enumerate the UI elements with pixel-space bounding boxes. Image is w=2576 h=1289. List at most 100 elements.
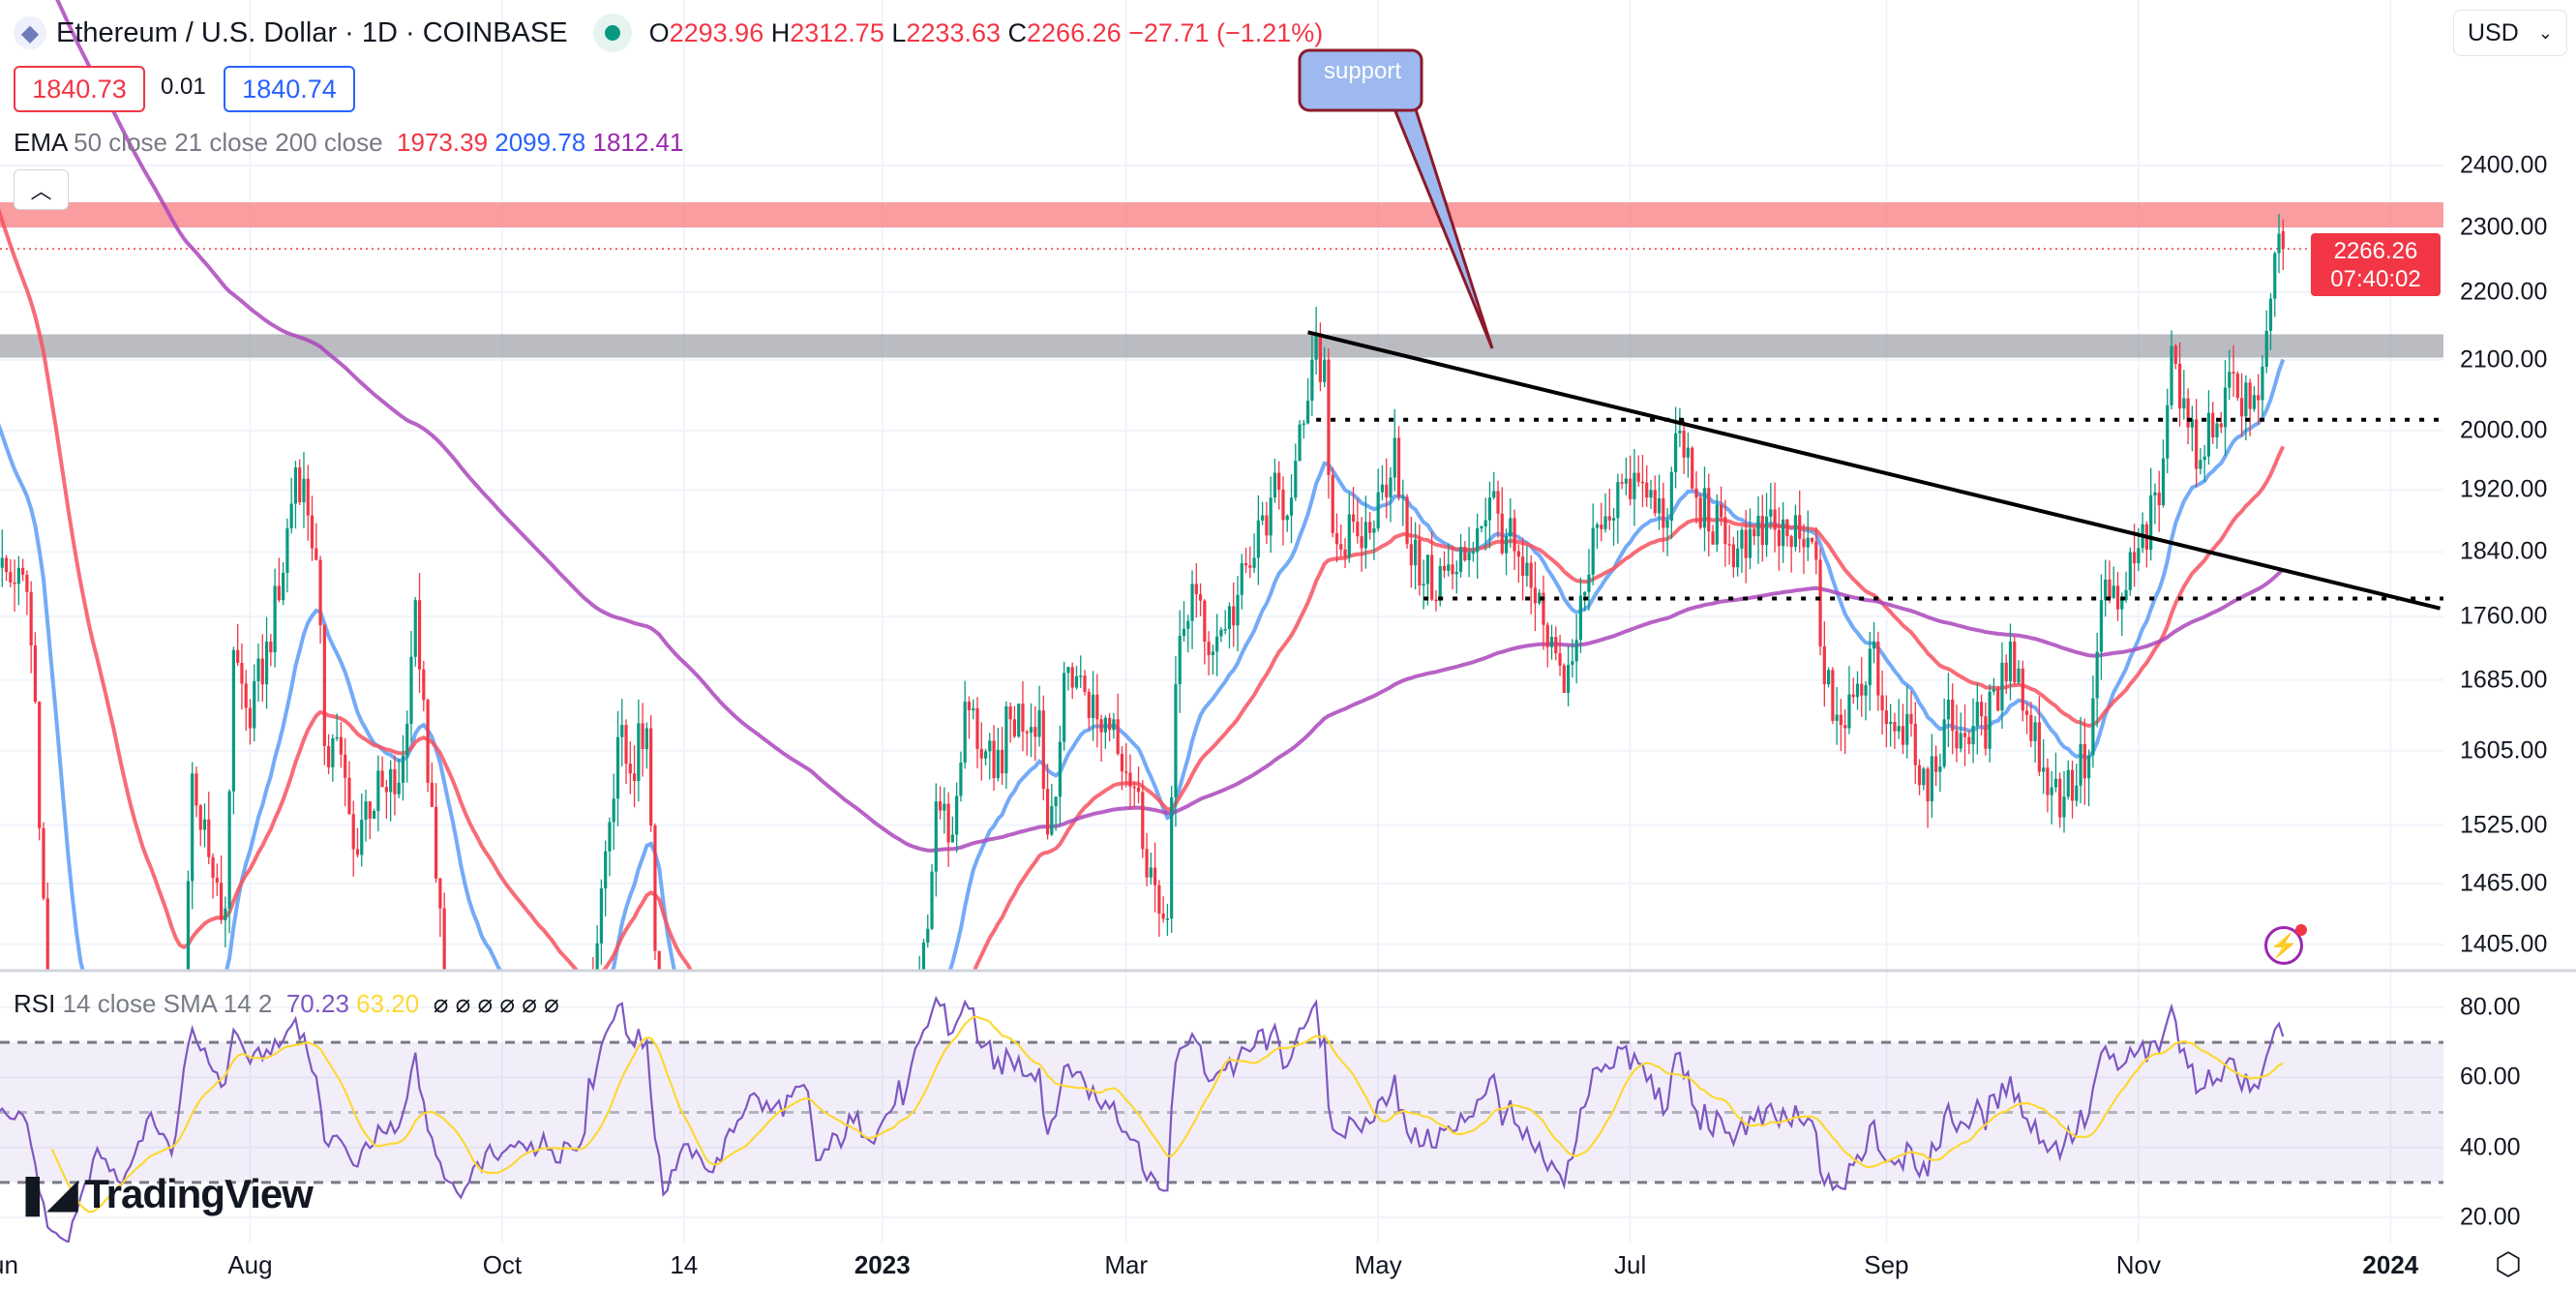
candle-body: [1818, 559, 1822, 646]
candle-body: [983, 751, 988, 759]
candle-body: [2261, 366, 2264, 401]
candle-body: [1041, 710, 1045, 790]
candle-body: [389, 768, 393, 793]
sell-button[interactable]: 1840.73: [14, 66, 145, 112]
candle-body: [1595, 525, 1600, 528]
candle: [364, 789, 368, 842]
candle: [1698, 493, 1702, 530]
candle: [231, 646, 235, 815]
market-status-icon[interactable]: [592, 14, 632, 52]
candle-body: [1951, 699, 1955, 732]
low-value: 2233.63: [906, 17, 1001, 47]
symbol-title[interactable]: Ethereum / U.S. Dollar · 1D · COINBASE: [56, 16, 568, 48]
candle-body: [186, 881, 191, 971]
candle: [384, 779, 388, 820]
price-tick-label: 1405.00: [2460, 930, 2548, 958]
candle-body: [1691, 447, 1694, 489]
buy-button[interactable]: 1840.74: [224, 66, 355, 112]
candle-body: [2079, 743, 2082, 786]
candle-body: [1793, 515, 1798, 548]
candle: [1430, 531, 1434, 601]
candle: [1356, 498, 1360, 544]
rsi-legend[interactable]: RSI 14 close SMA 14 2 70.23 63.20 ⌀ ⌀ ⌀ …: [14, 989, 559, 1019]
ema-legend[interactable]: EMA 50 close 21 close 200 close 1973.39 …: [14, 128, 683, 158]
candle-body: [1476, 528, 1480, 553]
candle-body: [1782, 519, 1785, 547]
candle-body: [1087, 691, 1091, 718]
ethereum-icon: ◆: [14, 16, 46, 49]
candle-body: [1669, 471, 1673, 522]
candle-body: [1269, 497, 1273, 536]
candle-body: [1831, 670, 1835, 721]
candle: [16, 555, 20, 606]
candle-body: [1545, 624, 1549, 647]
candle-body: [1219, 629, 1223, 637]
candle-body: [1149, 867, 1153, 878]
candle: [1715, 495, 1719, 553]
candle: [33, 632, 38, 704]
currency-value: USD: [2468, 18, 2519, 46]
drawings[interactable]: [1307, 330, 2443, 611]
candle: [1731, 536, 1735, 578]
candle: [2182, 370, 2186, 420]
candle: [1066, 666, 1070, 691]
candle-body: [1789, 536, 1793, 548]
candle: [2050, 770, 2053, 824]
candle-body: [29, 591, 33, 646]
lightning-icon[interactable]: ⚡: [2264, 926, 2303, 965]
settings-icon[interactable]: ⬡: [2495, 1246, 2522, 1281]
candle-body: [2149, 495, 2153, 551]
candle: [1182, 601, 1186, 643]
candle-body: [946, 803, 950, 843]
candle: [1083, 670, 1087, 696]
candle: [331, 734, 335, 782]
candle-body: [1422, 584, 1425, 586]
candle: [409, 630, 413, 742]
candle-body: [298, 467, 302, 502]
candle-body: [641, 723, 644, 750]
candle-body: [2070, 769, 2075, 801]
callout-box: [1298, 48, 1423, 112]
candle: [1368, 512, 1372, 540]
candle: [1835, 687, 1839, 745]
candle-body: [1285, 515, 1289, 521]
tradingview-logo[interactable]: ❚◢ TradingView: [16, 1171, 314, 1217]
candle: [1041, 695, 1045, 801]
candle: [2075, 764, 2079, 807]
candle: [1021, 680, 1025, 752]
price-tick-label: 1605.00: [2460, 736, 2548, 764]
candle: [413, 597, 417, 667]
candle: [1756, 495, 1760, 564]
candle-body: [1645, 482, 1649, 498]
candle-body: [2013, 642, 2017, 683]
candle: [1190, 570, 1194, 649]
collapse-legend-button[interactable]: ︿: [14, 169, 69, 210]
candle: [2062, 770, 2066, 833]
candle-body: [1744, 529, 1748, 558]
candle-body: [1549, 637, 1554, 647]
candle-body: [1855, 683, 1860, 698]
candle: [1380, 465, 1385, 501]
candle: [393, 755, 397, 816]
candle: [1930, 734, 1933, 819]
candle: [2211, 402, 2215, 444]
support-callout[interactable]: [1298, 48, 1494, 349]
candle-body: [1897, 726, 1901, 732]
candle: [1847, 666, 1851, 734]
candle: [1839, 699, 1843, 752]
rsi-sma-line: [50, 1015, 2284, 1214]
candle: [1682, 420, 1686, 474]
candle: [1194, 562, 1198, 618]
candle: [1463, 541, 1467, 562]
candle-body: [219, 883, 224, 920]
currency-selector[interactable]: USD ⌄: [2453, 10, 2567, 56]
candle-body: [1533, 587, 1538, 604]
candle-body: [434, 806, 438, 879]
candle-body: [1141, 792, 1145, 850]
candle-body: [1600, 525, 1603, 529]
candle: [29, 581, 33, 674]
candle-body: [1215, 636, 1219, 652]
candle: [1516, 544, 1520, 584]
candle-body: [207, 819, 211, 857]
